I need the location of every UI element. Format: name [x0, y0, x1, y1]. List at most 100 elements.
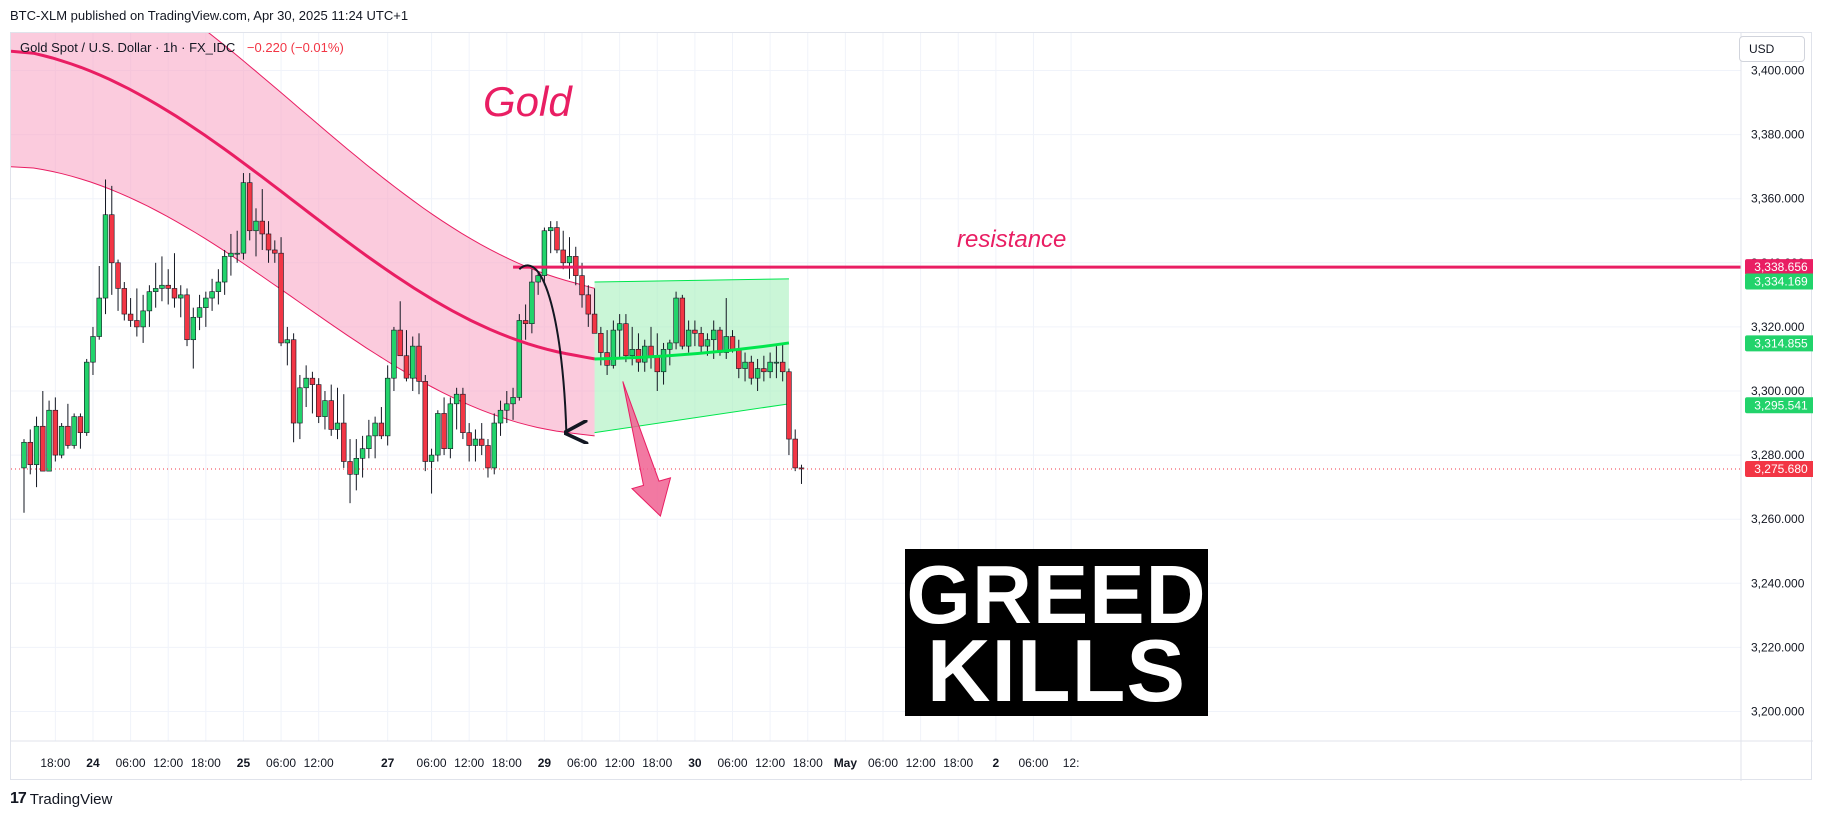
price-label-text: 3,338.656	[1754, 260, 1808, 274]
candle	[127, 298, 134, 327]
x-tick-label: May	[834, 756, 858, 770]
candle	[372, 416, 378, 459]
candle	[798, 464, 805, 484]
candle	[591, 288, 598, 334]
candle	[585, 285, 592, 327]
x-tick-label: 12:00	[153, 756, 183, 770]
tradingview-brand[interactable]: 17 TradingView	[10, 790, 112, 808]
candle	[334, 387, 341, 440]
candle	[397, 301, 403, 357]
price-label-text: 3,314.855	[1754, 336, 1808, 350]
x-tick-label: 18:00	[191, 756, 221, 770]
candle	[786, 368, 792, 456]
candle-body	[698, 333, 704, 347]
candle	[679, 294, 686, 350]
candle-body	[529, 281, 535, 324]
candle	[272, 240, 278, 263]
candle-body	[767, 361, 773, 373]
candle-body	[654, 355, 660, 373]
candle	[315, 378, 322, 424]
symbol-legend[interactable]: Gold Spot / U.S. Dollar · 1h · FX_IDC −0…	[20, 40, 344, 55]
y-tick-label: 3,200.000	[1751, 705, 1805, 719]
overlay-lines	[11, 49, 1741, 517]
candle	[566, 237, 573, 279]
candle-body	[754, 368, 761, 379]
candle-body	[397, 329, 403, 357]
candle	[616, 314, 623, 359]
greed-kills-image: GREED KILLS	[905, 549, 1208, 716]
candle-body	[547, 227, 554, 232]
x-tick-label: 24	[86, 756, 100, 770]
candle	[660, 342, 667, 385]
candle-body	[228, 252, 234, 257]
candle-body	[328, 400, 334, 430]
candle-body	[146, 291, 153, 312]
y-tick-label: 3,380.000	[1751, 128, 1805, 142]
candle-body	[761, 368, 767, 373]
candle-body	[77, 416, 84, 433]
candle-body	[102, 214, 109, 299]
price-label-text: 3,295.541	[1754, 398, 1808, 412]
candle-body	[297, 387, 303, 424]
candle-body	[190, 316, 196, 341]
candle-body	[585, 294, 592, 315]
candle-body	[90, 336, 96, 363]
candle-body	[184, 294, 190, 341]
candle	[792, 429, 798, 472]
candle-body	[460, 393, 466, 433]
candle-body	[629, 349, 635, 357]
price-label-tag	[1745, 460, 1813, 477]
candle	[190, 307, 196, 369]
candle-body	[134, 320, 140, 328]
candle	[165, 269, 171, 305]
candle	[623, 314, 629, 363]
candle-body	[334, 422, 341, 430]
downtrend-mid-line	[11, 49, 595, 361]
candle	[579, 262, 585, 308]
candle	[685, 320, 692, 353]
candle-body	[165, 284, 171, 289]
candle	[673, 291, 679, 350]
y-tick-label: 3,320.000	[1751, 320, 1805, 334]
candle	[184, 288, 190, 347]
candle-body	[485, 445, 491, 469]
candle	[479, 423, 485, 456]
y-tick-label: 3,360.000	[1751, 192, 1805, 206]
candle-body	[554, 227, 560, 251]
candle-body	[410, 345, 416, 379]
x-tick-label: 27	[381, 756, 395, 770]
x-tick-label: 06:00	[868, 756, 898, 770]
candle-body	[58, 425, 65, 456]
candle-body	[215, 281, 222, 292]
candle-body	[27, 441, 33, 466]
candle-body	[591, 313, 598, 334]
axes: 3,400.0003,380.0003,360.0003,340.0003,32…	[11, 33, 1813, 781]
currency-selector[interactable]: USD	[1739, 36, 1805, 62]
candle-body	[566, 256, 573, 264]
candle	[52, 397, 59, 462]
candle	[115, 259, 121, 311]
candle-body	[65, 425, 71, 446]
candle	[378, 407, 385, 440]
candle	[560, 230, 566, 270]
candle-body	[541, 230, 548, 276]
candle-body	[234, 252, 240, 255]
candle-body	[435, 413, 441, 456]
candlestick-chart[interactable]: 3,400.0003,380.0003,360.0003,340.0003,32…	[11, 33, 1813, 781]
range-upper-line	[594, 278, 789, 283]
x-tick-label: 06:00	[1018, 756, 1048, 770]
x-tick-label: 2	[993, 756, 1000, 770]
y-tick-label: 3,220.000	[1751, 640, 1805, 654]
candle	[140, 294, 146, 343]
candle	[422, 374, 428, 472]
resistance-annotation: resistance	[957, 226, 1067, 253]
candle-body	[152, 288, 159, 292]
range-lower-line	[594, 403, 790, 434]
candle	[152, 262, 159, 308]
candle	[761, 355, 767, 382]
candle-body	[510, 397, 516, 405]
candle-body	[466, 432, 472, 446]
candle	[247, 173, 253, 241]
candle	[554, 221, 560, 254]
candle-body	[353, 458, 360, 475]
